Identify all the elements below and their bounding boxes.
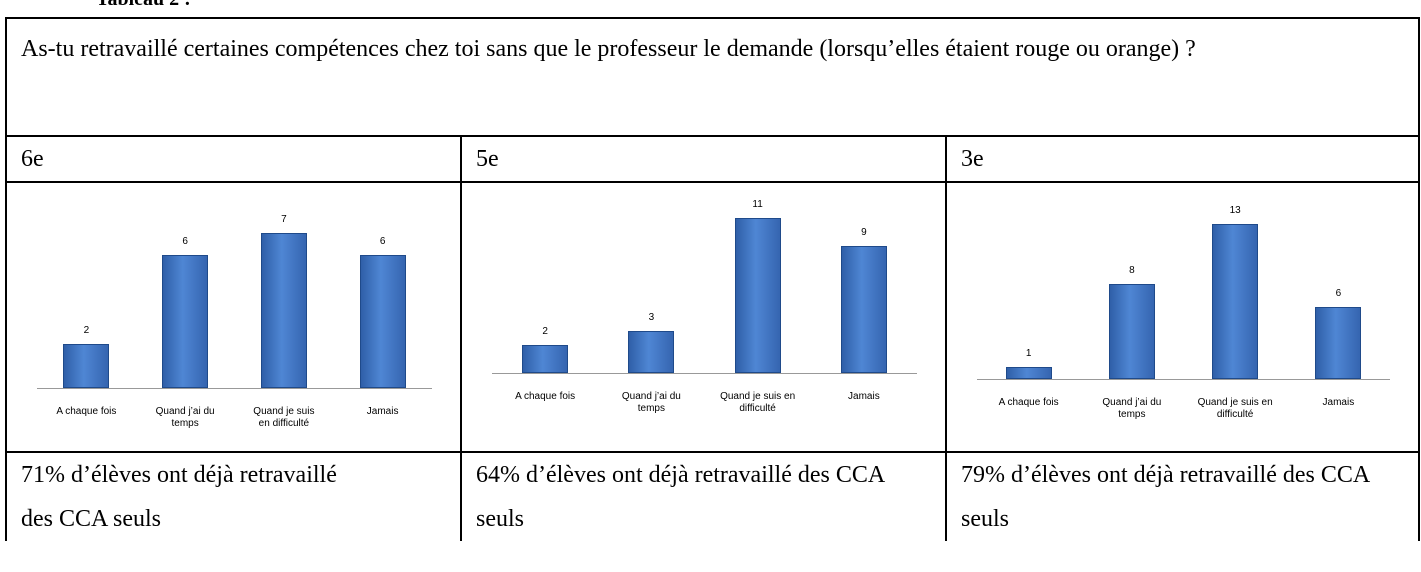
bar	[840, 246, 887, 373]
chart-cell: 1 A chaque fois 8 Quand j’ai du temps 13 Quan…	[945, 181, 1420, 453]
category-label: A chaque fois	[515, 391, 576, 402]
value-label: 6	[379, 236, 386, 248]
value-label: 13	[1229, 205, 1241, 216]
bar	[1212, 224, 1259, 379]
value-label: 2	[542, 325, 548, 337]
bar	[63, 343, 110, 388]
category-label: Quand j’ai du temps	[621, 391, 681, 414]
bar	[628, 330, 675, 373]
column-label: 3e	[945, 135, 1420, 183]
value-label: 6	[182, 236, 188, 248]
chart: 2 A chaque fois 6 Quand j’ai du temps 7 Quand…	[7, 183, 460, 451]
bar	[359, 255, 406, 388]
chart: 1 A chaque fois 8 Quand j’ai du temps 13 Quan…	[947, 183, 1418, 451]
bar	[260, 233, 307, 388]
bar	[162, 255, 209, 388]
category-label: Jamais	[1322, 397, 1355, 408]
value-label: 8	[1129, 264, 1135, 276]
category-label: Quand je suis en difficulté	[720, 391, 796, 414]
category-label: A chaque fois	[56, 406, 117, 417]
chart: 2 A chaque fois 3 Quand j’ai du temps 11 Quan…	[462, 183, 945, 451]
value-label: 11	[752, 199, 763, 210]
bar	[1108, 283, 1155, 379]
axis	[492, 373, 917, 374]
value-label: 3	[648, 311, 655, 323]
value-label: 7	[281, 214, 287, 225]
note: 71% d’élèves ont déjà retravaillé des CC…	[5, 451, 462, 541]
axis	[977, 379, 1390, 380]
bar	[734, 218, 781, 373]
category-label: Quand je suis en difficulté	[253, 406, 315, 429]
category-label: Jamais	[848, 391, 880, 402]
category-label: Quand j’ai du temps	[155, 406, 215, 429]
bar	[1315, 307, 1362, 379]
chart-cell: 2 A chaque fois 6 Quand j’ai du temps 7 Quand…	[5, 181, 462, 453]
value-label: 1	[1025, 348, 1032, 360]
axis	[37, 388, 432, 389]
title: Tableau 2 :	[96, 0, 191, 11]
category-label: Jamais	[366, 406, 399, 417]
column-label: 6e	[5, 135, 462, 183]
question: As-tu retravaillé certaines compétences …	[5, 17, 1420, 137]
note: 79% d’élèves ont déjà retravaillé des CC…	[945, 451, 1420, 541]
column-label: 5e	[460, 135, 947, 183]
bar	[522, 344, 569, 373]
category-label: Quand je suis en difficulté	[1197, 397, 1273, 420]
value-label: 9	[861, 227, 867, 239]
value-label: 2	[83, 324, 90, 336]
value-label: 6	[1335, 288, 1342, 300]
note: 64% d’élèves ont déjà retravaillé des CC…	[460, 451, 947, 541]
category-label: Quand j’ai du temps	[1102, 397, 1162, 420]
table: As-tu retravaillé certaines compétences …	[5, 17, 1420, 541]
category-label: A chaque fois	[998, 397, 1059, 408]
chart-cell: 2 A chaque fois 3 Quand j’ai du temps 11 Quan…	[460, 181, 947, 453]
bar	[1005, 367, 1052, 379]
